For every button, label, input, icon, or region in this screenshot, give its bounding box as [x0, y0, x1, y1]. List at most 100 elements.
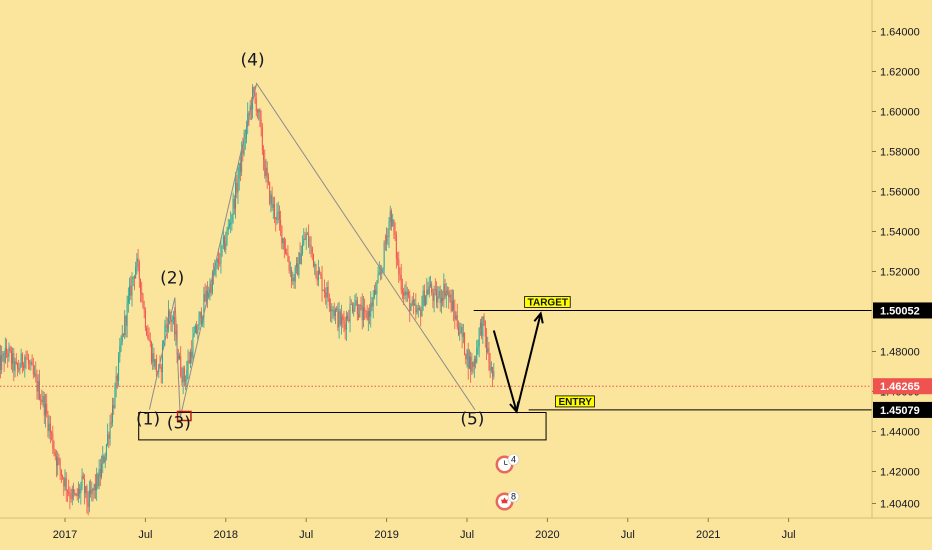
- candle: [485, 327, 487, 361]
- candle: [303, 228, 305, 247]
- candle-body: [467, 350, 469, 369]
- candle-body: [453, 300, 455, 311]
- candle: [256, 108, 258, 119]
- candle-body: [314, 263, 316, 267]
- candle: [211, 269, 213, 295]
- candle-body: [21, 353, 23, 366]
- candle: [298, 251, 300, 279]
- wave-label: (5): [460, 410, 484, 430]
- candle-body: [434, 289, 436, 291]
- plot-area[interactable]: (1) (2) (3) (4) (5) TARGET ENTRY 4 8: [0, 51, 872, 516]
- candle-body: [253, 87, 255, 93]
- event-badge[interactable]: 4: [495, 453, 520, 474]
- candle-body: [54, 451, 56, 457]
- candle: [101, 455, 103, 480]
- candle: [380, 264, 382, 281]
- candle-body: [0, 355, 1, 370]
- candle: [40, 394, 42, 410]
- candle: [177, 348, 179, 361]
- candle: [438, 286, 440, 299]
- candle: [207, 281, 209, 309]
- support-zone-box[interactable]: [138, 412, 547, 441]
- candle: [462, 323, 464, 344]
- candle: [349, 296, 351, 333]
- projection-arrow-up[interactable]: [515, 311, 544, 412]
- price-tick-label: 1.48000: [880, 347, 920, 359]
- candle: [389, 205, 391, 231]
- candle-body: [230, 222, 232, 225]
- candle: [375, 282, 377, 295]
- candle-body: [333, 309, 335, 317]
- candle-body: [322, 290, 324, 292]
- candle: [141, 281, 143, 303]
- candle-body: [409, 295, 411, 312]
- wave-3-marker-box[interactable]: [176, 410, 192, 422]
- candle-body: [310, 245, 312, 247]
- target-tag[interactable]: [524, 296, 571, 308]
- time-axis[interactable]: 2017 Jul 2018 Jul 2019 Jul 2020 Jul 2021 Jul: [53, 518, 796, 541]
- candle-body: [71, 489, 73, 499]
- time-tick-label: 2018: [214, 529, 238, 541]
- candle-body: [302, 244, 304, 254]
- candle: [423, 284, 425, 307]
- candle-body: [215, 262, 217, 270]
- candle: [94, 474, 96, 499]
- candle: [9, 345, 11, 353]
- candle-body: [125, 316, 127, 326]
- candle: [18, 359, 20, 373]
- candle: [315, 263, 317, 279]
- candle: [160, 363, 162, 384]
- candle: [409, 290, 411, 322]
- candle: [472, 361, 474, 374]
- candle: [153, 347, 155, 370]
- candle: [348, 309, 350, 323]
- candle-body: [51, 432, 53, 434]
- candle: [289, 261, 291, 278]
- projection-arrow-down[interactable]: [492, 330, 520, 414]
- candle: [384, 234, 386, 251]
- candle: [105, 443, 107, 461]
- price-tick-label: 1.42000: [880, 467, 920, 479]
- wave-trendline[interactable]: [148, 82, 476, 418]
- candle: [102, 445, 104, 474]
- candle-body: [489, 362, 491, 371]
- candle-body: [182, 368, 184, 383]
- candle: [354, 294, 356, 313]
- candle: [222, 227, 224, 250]
- candle: [226, 227, 228, 246]
- entry-tag[interactable]: [555, 395, 595, 408]
- candle: [457, 320, 459, 337]
- candle: [322, 289, 324, 292]
- candle: [86, 484, 88, 514]
- candle: [370, 291, 372, 328]
- candle: [150, 340, 152, 365]
- candle-body: [425, 295, 427, 306]
- candle-body: [287, 253, 289, 262]
- candle: [133, 274, 135, 291]
- candle-body: [436, 290, 438, 303]
- candle-body: [482, 316, 484, 337]
- price-axis[interactable]: 1.64000 1.62000 1.60000 1.58000 1.56000 1.540…: [872, 27, 932, 511]
- candle-body: [31, 361, 33, 366]
- candle: [461, 323, 463, 349]
- event-badge[interactable]: 8: [495, 490, 520, 511]
- candle-body: [104, 456, 106, 463]
- price-tick-label: 1.40400: [880, 499, 920, 511]
- candle-body: [429, 283, 431, 287]
- candle-body: [74, 492, 76, 495]
- candle: [420, 306, 422, 327]
- time-tick-label: Jul: [621, 529, 635, 541]
- candle-body: [26, 358, 28, 360]
- current-price-tag-label: 1.46265: [880, 381, 920, 393]
- candle-body: [284, 248, 286, 254]
- candle-body: [146, 327, 148, 335]
- candle: [32, 357, 34, 379]
- candle-body: [109, 422, 111, 439]
- candle-body: [342, 316, 344, 320]
- candle: [321, 265, 323, 302]
- candle-body: [149, 340, 151, 343]
- price-tick-label: 1.56000: [880, 187, 920, 199]
- candle-body: [238, 163, 240, 180]
- candle: [196, 320, 198, 335]
